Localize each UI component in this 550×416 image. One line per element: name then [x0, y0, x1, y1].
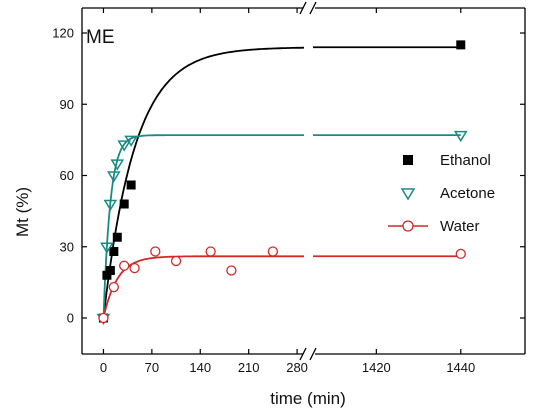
axis-break-mark-bottom [299, 347, 307, 361]
data-point-acetone [124, 135, 138, 147]
data-points-group [96, 40, 468, 325]
x-tick-label: 210 [238, 360, 260, 375]
panel-label: ME [86, 27, 115, 48]
data-point-water [455, 248, 466, 260]
data-point-acetone [106, 171, 121, 183]
data-point-water [150, 246, 161, 257]
data-point-acetone [100, 242, 114, 254]
data-point-acetone [453, 130, 468, 143]
legend-label-ethanol: Ethanol [440, 152, 491, 169]
y-tick-label: 30 [60, 239, 74, 254]
y-tick-label: 120 [52, 26, 74, 41]
data-point-ethanol [105, 266, 115, 275]
x-tick-label: 1420 [362, 360, 391, 375]
axis-break-mark-top [309, 1, 317, 15]
y-axis-title: Mt (%) [13, 187, 32, 237]
data-point-water [226, 265, 237, 276]
legend-marker-acetone [400, 188, 416, 201]
data-point-ethanol [126, 180, 136, 190]
data-point-water [205, 246, 216, 257]
data-point-water [108, 281, 119, 293]
x-tick-label: 1440 [446, 360, 475, 375]
y-tick-label: 90 [60, 97, 74, 112]
data-point-ethanol [119, 199, 129, 209]
x-tick-label: 70 [145, 360, 159, 375]
ticks-group: 0 30 60 90 120 0 70 140 210 280 1420 1440 [52, 8, 525, 375]
data-point-water [129, 262, 140, 274]
data-point-acetone [103, 199, 118, 211]
data-point-ethanol [109, 247, 119, 256]
x-tick-label: 0 [100, 360, 107, 375]
x-tick-label: 280 [286, 360, 308, 375]
legend-label-water: Water [440, 218, 479, 235]
data-point-water [267, 246, 279, 257]
fit-curve-acetone [102, 134, 304, 319]
data-point-water [119, 260, 130, 271]
data-point-water [170, 255, 182, 267]
legend-marker-water [402, 220, 414, 232]
x-tick-label: 140 [189, 360, 211, 375]
fit-curves-group [102, 46, 461, 319]
data-point-ethanol [112, 232, 122, 242]
data-point-water [98, 312, 109, 324]
legend: Ethanol Acetone Water [388, 152, 495, 235]
data-point-acetone [117, 140, 132, 152]
y-tick-label: 0 [67, 311, 74, 326]
data-point-ethanol [456, 40, 466, 50]
data-point-acetone [110, 159, 125, 171]
axis-break-mark-top [299, 1, 307, 15]
fit-curve-ethanol [102, 46, 304, 319]
axis-break-mark-bottom [309, 347, 317, 361]
legend-marker-ethanol [403, 155, 413, 165]
x-axis-title: time (min) [270, 389, 346, 408]
plot-frame-group [81, 1, 526, 361]
fit-curve-water [102, 255, 304, 319]
legend-label-acetone: Acetone [440, 185, 495, 202]
y-tick-label: 60 [60, 168, 74, 183]
data-point-ethanol [102, 270, 112, 280]
